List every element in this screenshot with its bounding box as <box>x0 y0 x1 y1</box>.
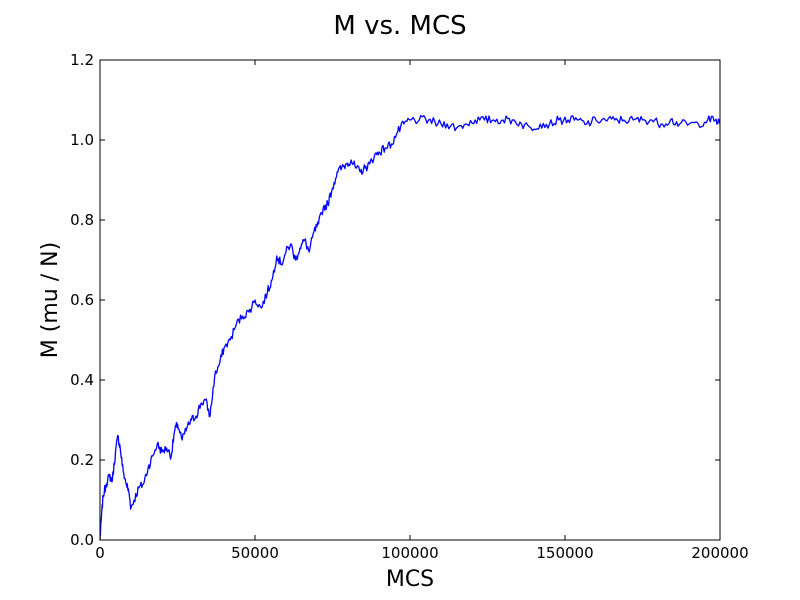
y-tick-label: 1.2 <box>70 51 94 69</box>
x-tick-label: 50000 <box>231 544 279 562</box>
y-tick-label: 0.8 <box>70 211 94 229</box>
x-axis-title: MCS <box>386 567 434 592</box>
y-tick-label: 1.0 <box>70 131 94 149</box>
x-tick-label: 150000 <box>536 544 593 562</box>
series-line <box>99 114 721 541</box>
y-tick-label: 0.6 <box>70 291 94 309</box>
data-layer <box>99 114 721 541</box>
y-axis-title: M (mu / N) <box>38 242 63 358</box>
chart-title: M vs. MCS <box>333 11 466 41</box>
plot-area <box>100 60 720 540</box>
x-tick-label: 0 <box>95 544 105 562</box>
tick-layer: 0 50000 100000 150000 200000 0.0 0.2 0.4 0.6 0.8 1… <box>70 51 748 562</box>
plot-frame <box>99 59 721 541</box>
x-tick-label: 100000 <box>381 544 438 562</box>
y-tick-label: 0.4 <box>70 371 94 389</box>
y-tick-label: 0.0 <box>70 531 94 549</box>
x-tick-label: 200000 <box>691 544 748 562</box>
y-tick-label: 0.2 <box>70 451 94 469</box>
